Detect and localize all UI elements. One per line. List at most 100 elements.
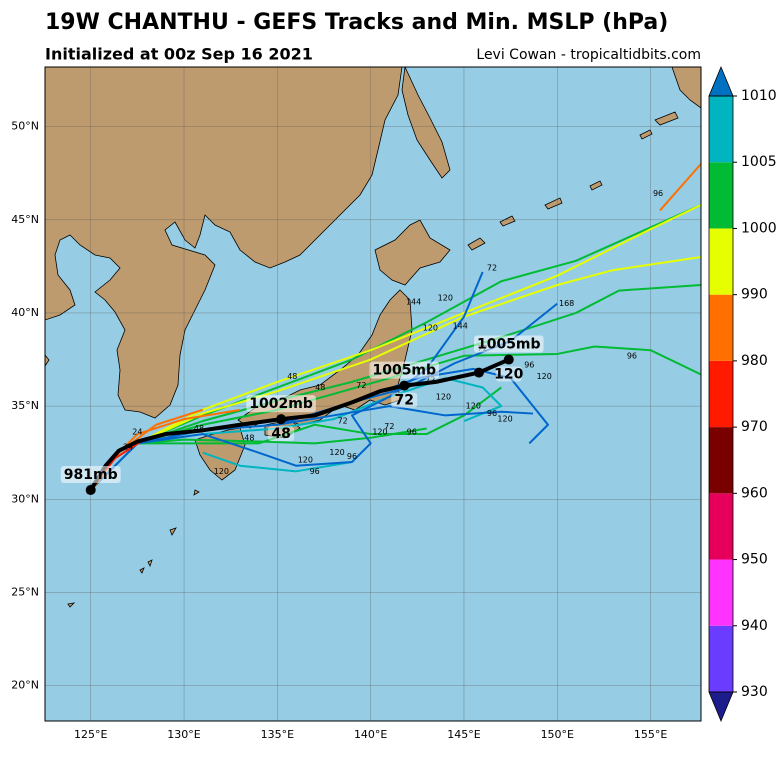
hour-label: 72 [338, 417, 348, 426]
pressure-label: 981mb [64, 467, 118, 483]
label-background [495, 366, 522, 382]
colorbar-label: 960 [741, 485, 768, 501]
member-track [137, 427, 427, 445]
lat-label: 35°N [11, 399, 39, 412]
colorbar-frame [708, 95, 734, 693]
hour-label: 120 [436, 392, 451, 401]
hour-label: 120 [214, 467, 229, 476]
colorbar-segment [709, 294, 733, 361]
colorbar-over [708, 65, 734, 97]
subtitle: Initialized at 00z Sep 16 2021 [45, 45, 313, 64]
member-track [659, 163, 701, 212]
colorbar-segment [709, 625, 733, 692]
lon-label: 140°E [354, 728, 387, 741]
colorbar-segment [709, 162, 733, 229]
hour-label-bold: 120 [494, 367, 523, 383]
hour-label: 24 [132, 428, 142, 437]
hour-label: 96 [487, 409, 497, 418]
hour-label: 48 [244, 433, 254, 442]
graticule: 125°E 130°E 135°E 140°E 145°E 150°E 155°E 20°N 2… [11, 67, 701, 741]
member-track [90, 271, 484, 491]
lat-label: 25°N [11, 585, 39, 598]
colorbar-label: 940 [741, 618, 768, 634]
hour-label: 120 [466, 402, 481, 411]
pressure-label: 1005mb [477, 337, 541, 353]
colorbar-label: 980 [741, 353, 768, 369]
label-background [473, 335, 544, 353]
colorbar-under [708, 691, 734, 723]
label-background [60, 465, 121, 483]
lat-label: 45°N [11, 213, 39, 226]
lat-label: 30°N [11, 492, 39, 505]
hour-label: 120 [537, 372, 552, 381]
hour-label-bold: 48 [271, 426, 290, 442]
member-track [277, 405, 534, 426]
mean-point [399, 380, 410, 391]
lat-label: 50°N [11, 120, 39, 133]
label-background [268, 426, 295, 442]
hour-label: 72 [425, 376, 435, 385]
pressure-label-group: 1002mb [246, 395, 316, 413]
colorbar-label: 1010 [741, 88, 776, 104]
hour-label: 144 [453, 321, 468, 330]
colorbar-segment [709, 228, 733, 295]
hour-label: 96 [407, 428, 417, 437]
lon-label: 125°E [74, 728, 107, 741]
hour-label: 72 [356, 381, 366, 390]
mean-point [276, 414, 287, 425]
hour-label: 48 [315, 383, 325, 392]
lat-label: 20°N [11, 679, 39, 692]
colorbar-segment [709, 96, 733, 163]
hour-label: 48 [194, 424, 204, 433]
tracks: 48 48 72 72 72 96 96 96 72 168 144 120 144 120 120 120 1… [60, 163, 701, 495]
mean-point [503, 354, 514, 365]
lat-label: 40°N [11, 306, 39, 319]
pressure-label-group: 1005mb [473, 335, 544, 353]
hour-label: 168 [559, 299, 574, 308]
colorbar-segment [709, 427, 733, 494]
colorbar-segment [709, 360, 733, 428]
member-track [137, 386, 502, 445]
pressure-label-group: 981mb [60, 465, 121, 483]
member-track [202, 451, 353, 473]
colorbar-segment [709, 559, 733, 626]
colorbar-label: 930 [741, 684, 768, 700]
lon-label: 130°E [167, 728, 200, 741]
map-frame [44, 66, 702, 722]
hour-label: 120 [438, 294, 453, 303]
member-track [90, 203, 701, 491]
mean-point [85, 484, 96, 495]
lon-label: 145°E [447, 728, 480, 741]
hour-label: 144 [406, 297, 421, 306]
mean-point [473, 367, 484, 378]
member-track [90, 256, 701, 491]
colorbar-label: 1005 [741, 154, 776, 170]
colorbar-label: 970 [741, 419, 768, 435]
colorbar-label: 950 [741, 552, 768, 568]
hour-label: 96 [524, 361, 534, 370]
hour-label: 120 [298, 456, 313, 465]
hour-label: 96 [653, 189, 663, 198]
colorbar-segment [709, 493, 733, 560]
pressure-label: 1005mb [372, 363, 436, 379]
hour-label: 96 [347, 452, 357, 461]
hour-label: 96 [310, 467, 320, 476]
hour-label: 120 [372, 428, 387, 437]
hour-label: 48 [287, 372, 297, 381]
label-background [246, 395, 316, 413]
colorbar: 930 940 950 960 970 980 990 1000 1005 1010 [708, 65, 776, 723]
label-background [369, 361, 440, 379]
hour-label: 120 [497, 415, 512, 424]
hour-label: 120 [423, 323, 438, 332]
lon-label: 150°E [541, 728, 574, 741]
hour-label: 72 [487, 264, 497, 273]
colorbar-label: 1000 [741, 220, 776, 236]
pressure-label: 1002mb [249, 396, 313, 412]
hour-label-bold: 72 [395, 393, 414, 409]
pressure-label-group: 1005mb [369, 361, 440, 379]
title: 19W CHANTHU - GEFS Tracks and Min. MSLP … [45, 10, 668, 35]
lon-label: 135°E [261, 728, 294, 741]
credit: Levi Cowan - tropicaltidbits.com [476, 47, 701, 63]
hour-label: 120 [329, 448, 344, 457]
